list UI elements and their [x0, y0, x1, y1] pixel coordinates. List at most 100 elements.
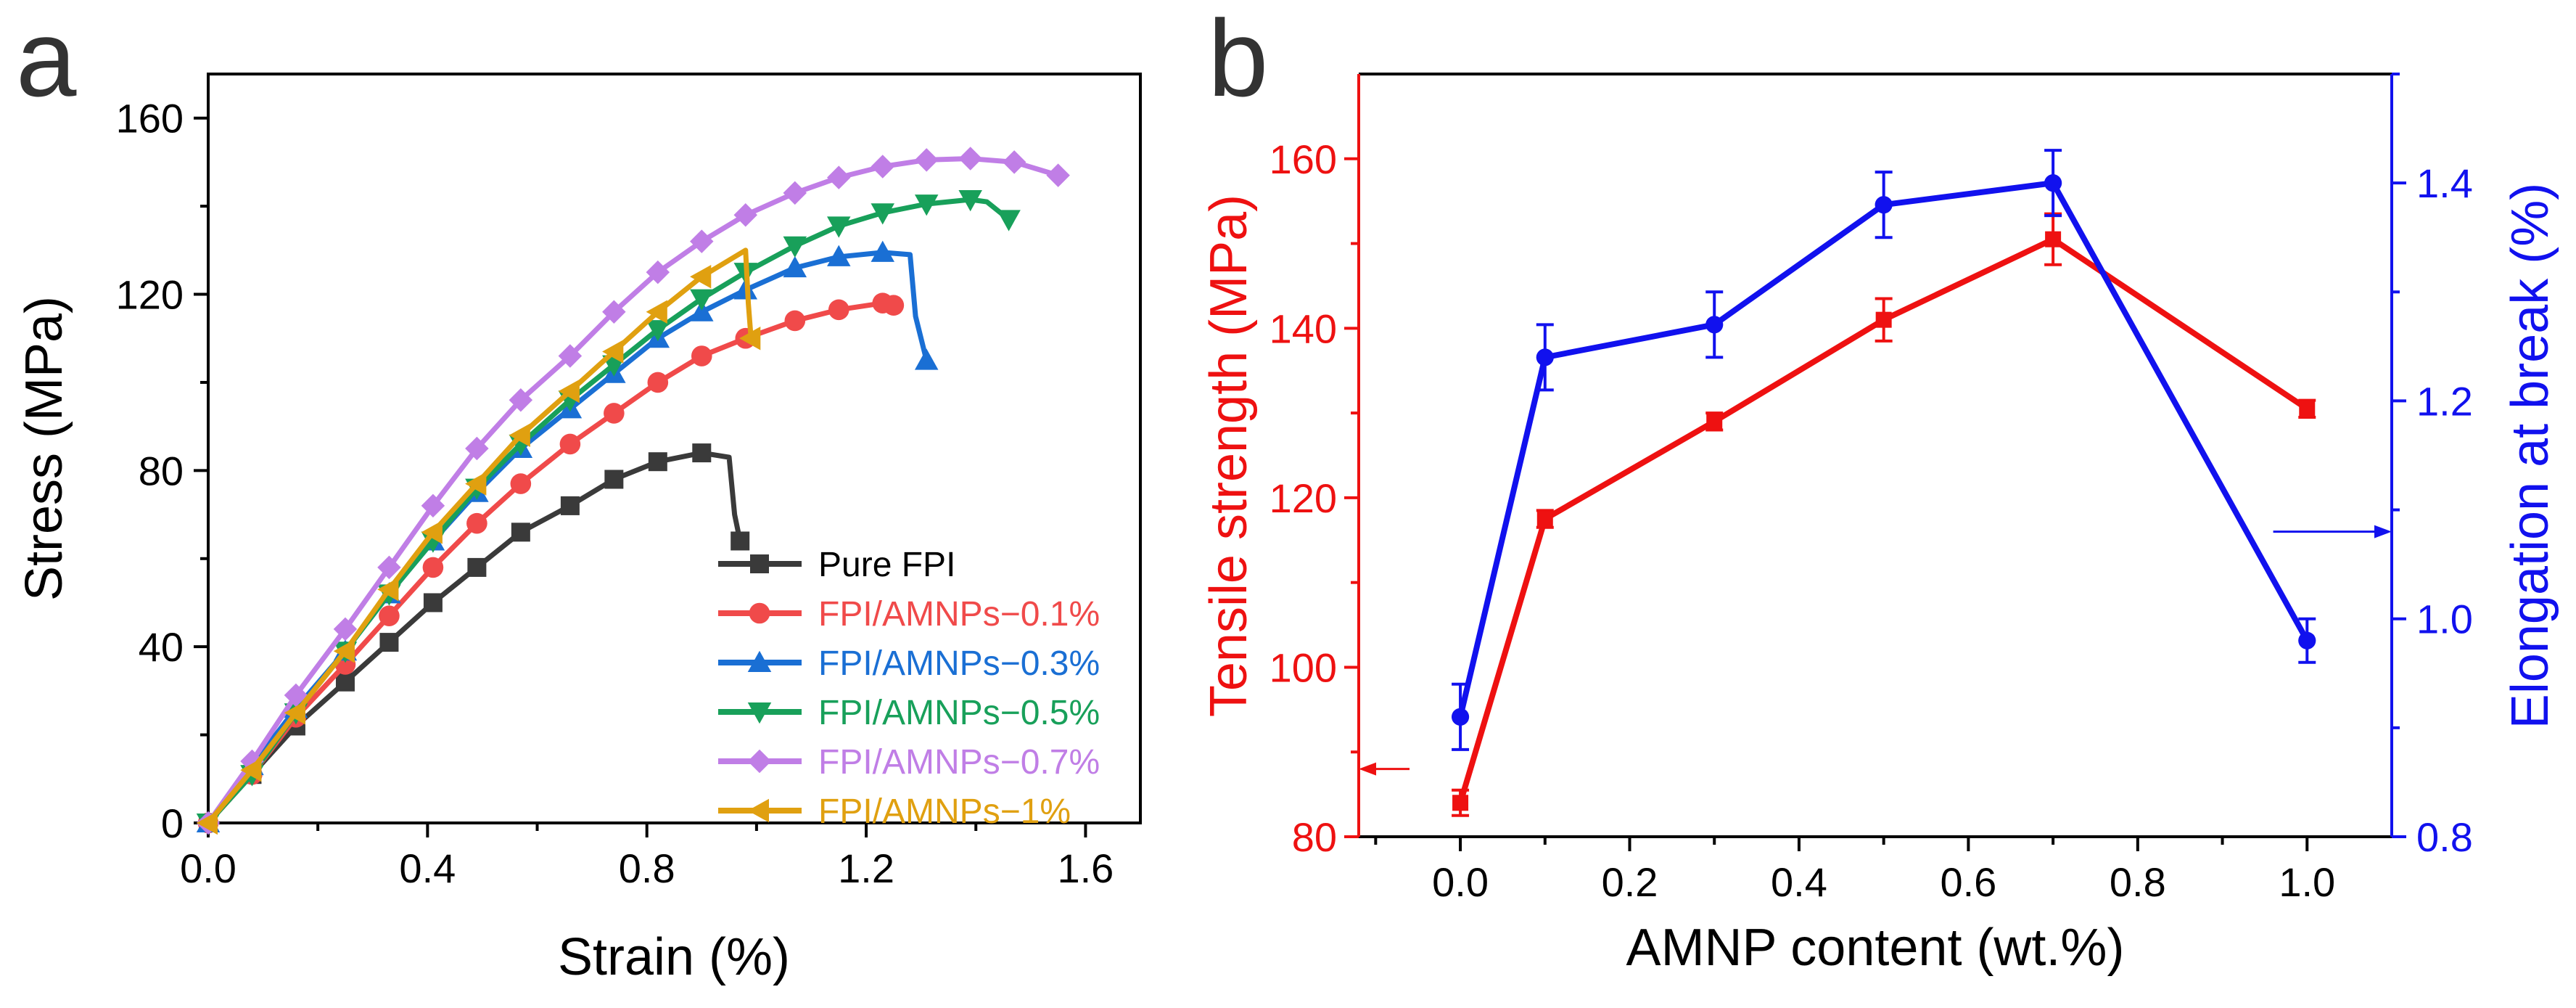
- data-point-tensile-strength: [1875, 311, 1892, 328]
- data-point-fpi-amnps-0-1: [604, 403, 625, 424]
- legend-marker: [749, 602, 770, 624]
- data-point-fpi-amnps-0-7: [1002, 150, 1026, 174]
- data-point-pure-fpi: [379, 633, 399, 652]
- data-point-fpi-amnps-0-1: [510, 473, 532, 494]
- y-tick-label: 160: [116, 96, 184, 142]
- data-point-fpi-amnps-0-1: [466, 512, 487, 534]
- panel-b-letter: b: [1208, 0, 1268, 119]
- right-y-tick-label: 1.0: [2416, 597, 2473, 642]
- x-tick-label: 0.8: [2110, 859, 2166, 905]
- data-point-fpi-amnps-1: [196, 811, 218, 835]
- data-point-fpi-amnps-0-5: [783, 236, 807, 258]
- data-point-fpi-amnps-1: [465, 472, 487, 496]
- panel-a-y-axis-label: Stress (MPa): [15, 296, 73, 601]
- data-point-fpi-amnps-0-1: [883, 295, 905, 316]
- panel-a: a 0.0 0.4 0.8 1.2 1.6 0 40 80 120 160 Pure FPI FP…: [15, 0, 1142, 986]
- x-tick-label: 0.4: [1771, 859, 1827, 905]
- x-tick-label: 1.0: [2279, 859, 2335, 905]
- data-point-fpi-amnps-1: [558, 379, 580, 403]
- series-fpi-amnps-0-7: [196, 147, 1070, 835]
- panel-b-right-y-axis-label: Elongation at break (%): [2501, 183, 2559, 729]
- data-point-fpi-amnps-0-3: [914, 348, 939, 370]
- data-point-elongation-at-break: [2298, 631, 2316, 650]
- data-point-fpi-amnps-0-7: [558, 344, 583, 368]
- right-y-tick-label: 1.4: [2416, 160, 2473, 206]
- data-point-fpi-amnps-1: [284, 700, 305, 725]
- series-fpi-amnps-0-1: [197, 292, 905, 834]
- data-point-elongation-at-break: [1536, 348, 1554, 366]
- data-point-fpi-amnps-0-7: [783, 181, 807, 205]
- legend-label: FPI/AMNPs−0.7%: [818, 743, 1100, 782]
- data-point-fpi-amnps-0-7: [733, 203, 758, 227]
- data-point-tensile-strength: [1706, 413, 1723, 430]
- data-point-fpi-amnps-0-1: [379, 605, 400, 626]
- legend-label: FPI/AMNPs−0.3%: [818, 644, 1100, 683]
- data-point-fpi-amnps-0-7: [333, 617, 358, 642]
- data-point-fpi-amnps-1: [646, 300, 667, 324]
- right-y-tick-label: 1.2: [2416, 378, 2473, 424]
- data-point-pure-fpi: [648, 452, 667, 472]
- data-point-fpi-amnps-0-3: [783, 255, 807, 278]
- legend-marker: [747, 798, 769, 823]
- panel-a-x-axis-label: Strain (%): [558, 928, 790, 986]
- legend-label: FPI/AMNPs−1%: [818, 792, 1071, 831]
- panel-b-axis-arrows: [1359, 525, 2392, 776]
- series-line-elongation-at-break: [1457, 180, 2310, 718]
- legend-label: Pure FPI: [818, 546, 955, 584]
- left-y-tick-label: 80: [1292, 814, 1337, 860]
- x-tick-label: 0.4: [399, 845, 456, 891]
- data-point-pure-fpi: [467, 557, 487, 577]
- y-tick-label: 0: [161, 800, 184, 846]
- data-point-pure-fpi: [423, 593, 443, 612]
- data-point-pure-fpi: [692, 443, 712, 463]
- data-point-fpi-amnps-0-1: [422, 557, 444, 578]
- data-point-fpi-amnps-0-3: [690, 300, 714, 321]
- right-y-tick-label: 0.8: [2416, 814, 2473, 860]
- data-point-fpi-amnps-0-7: [958, 147, 982, 171]
- panel-b: b 0.0 0.2 0.4 0.6 0.8 1.0 80 100 120 140 160 0.8 1…: [1200, 0, 2559, 977]
- data-point-fpi-amnps-1: [602, 340, 624, 364]
- panel-b-right-y-ticks: 0.8 1.0 1.2 1.4: [2392, 73, 2473, 860]
- data-point-fpi-amnps-0-7: [377, 555, 401, 580]
- data-point-elongation-at-break: [1705, 316, 1724, 334]
- data-point-fpi-amnps-0-5: [646, 320, 670, 342]
- data-point-fpi-amnps-0-3: [827, 245, 851, 266]
- legend-marker: [747, 749, 772, 774]
- panel-b-left-y-ticks: 80 100 120 140 160: [1270, 136, 1359, 860]
- data-point-fpi-amnps-0-5: [914, 194, 939, 216]
- data-point-fpi-amnps-0-5: [827, 216, 851, 238]
- data-point-fpi-amnps-0-1: [784, 310, 806, 332]
- x-tick-label: 0.8: [619, 845, 675, 891]
- left-y-tick-label: 160: [1270, 136, 1337, 182]
- data-point-fpi-amnps-1: [377, 578, 399, 602]
- data-point-fpi-amnps-1: [739, 326, 761, 351]
- data-point-fpi-amnps-0-7: [465, 436, 489, 461]
- legend-label: FPI/AMNPs−0.5%: [818, 694, 1100, 732]
- data-point-pure-fpi: [731, 531, 750, 551]
- data-point-fpi-amnps-0-7: [871, 155, 894, 179]
- data-point-fpi-amnps-0-7: [690, 229, 714, 253]
- data-point-fpi-amnps-0-1: [559, 433, 581, 455]
- series-line-tensile-strength: [1457, 236, 2309, 804]
- data-point-pure-fpi: [560, 496, 580, 515]
- x-tick-label: 1.2: [838, 845, 894, 891]
- arrow-head: [1359, 762, 1376, 776]
- panel-b-x-ticks: 0.0 0.2 0.4 0.6 0.8 1.0: [1374, 837, 2335, 905]
- data-point-elongation-at-break: [2044, 174, 2062, 192]
- panel-a-letter: a: [16, 0, 77, 119]
- y-tick-label: 40: [139, 624, 184, 670]
- data-point-fpi-amnps-0-7: [284, 683, 308, 708]
- data-point-fpi-amnps-0-1: [691, 345, 712, 366]
- data-point-fpi-amnps-0-7: [827, 165, 851, 189]
- data-point-fpi-amnps-1: [240, 758, 262, 782]
- data-point-fpi-amnps-1: [333, 639, 355, 663]
- panel-a-x-ticks: 0.0 0.4 0.8 1.2 1.6: [180, 823, 1114, 891]
- data-point-fpi-amnps-0-5: [871, 203, 894, 225]
- panel-a-legend: Pure FPI FPI/AMNPs−0.1% FPI/AMNPs−0.3% FPI/…: [718, 546, 1100, 831]
- data-point-tensile-strength: [1536, 511, 1553, 528]
- data-point-fpi-amnps-0-7: [1046, 163, 1070, 187]
- legend-marker: [750, 554, 769, 573]
- data-point-fpi-amnps-1: [421, 520, 443, 544]
- data-point-fpi-amnps-1: [690, 264, 712, 289]
